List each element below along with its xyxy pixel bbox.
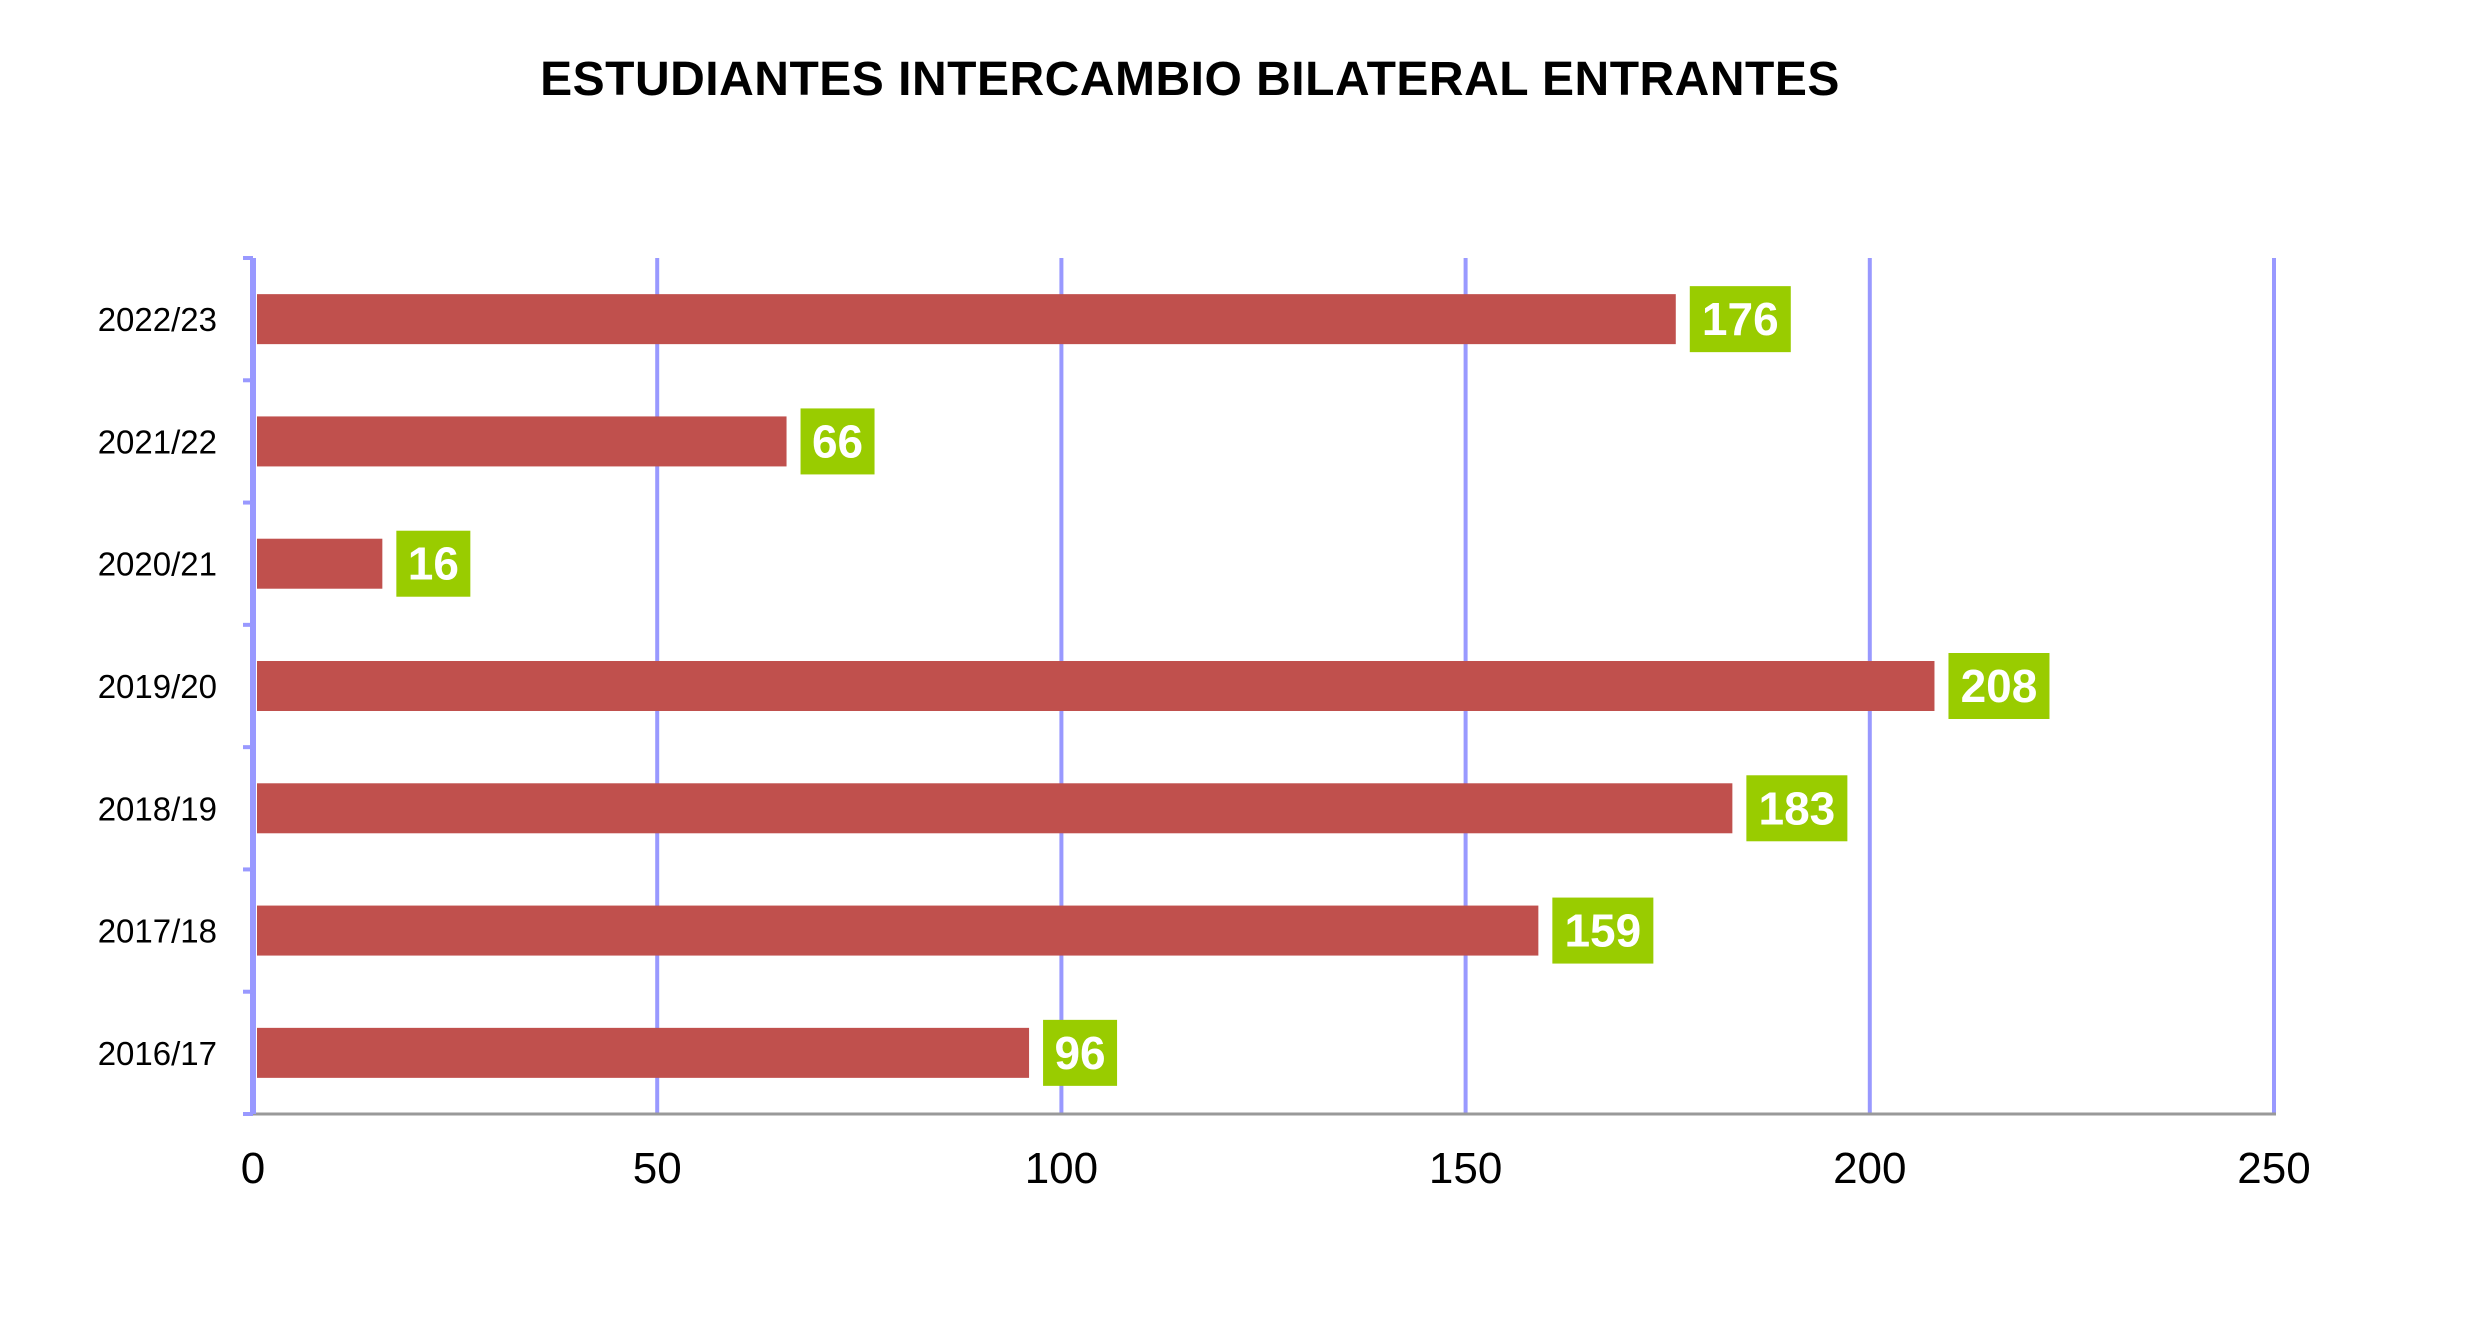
- x-axis-ticks: 0 50 100 150 200 250: [241, 1144, 2311, 1193]
- data-label: 159: [1564, 905, 1641, 957]
- category-label: 2017/18: [98, 913, 217, 950]
- bar: [257, 661, 1935, 711]
- data-label: 96: [1054, 1027, 1105, 1079]
- category-label: 2021/22: [98, 423, 217, 460]
- data-label: 66: [812, 415, 863, 467]
- bar: [257, 783, 1733, 834]
- data-label-box: [1552, 897, 1654, 964]
- category-label: 2019/20: [98, 668, 217, 705]
- x-tick-label: 200: [1833, 1144, 1906, 1193]
- bar: [257, 538, 383, 589]
- data-label-box: [1948, 653, 2050, 719]
- data-labels: 176 66 16 208 183 159 96: [396, 286, 2050, 1086]
- data-label: 176: [1702, 293, 1779, 345]
- category-labels: 2022/23 2021/22 2020/21 2019/20 2018/19 2017/…: [98, 301, 217, 1072]
- category-label: 2020/21: [98, 546, 217, 583]
- data-label: 183: [1758, 782, 1835, 834]
- category-label: 2016/17: [98, 1035, 217, 1072]
- data-label: 16: [408, 538, 459, 590]
- x-tick-label: 50: [633, 1144, 682, 1193]
- x-tick-label: 150: [1429, 1144, 1502, 1193]
- bar: [257, 905, 1539, 956]
- category-label: 2022/23: [98, 301, 217, 338]
- bar: [257, 416, 787, 467]
- data-label-box: [800, 408, 875, 475]
- bar: [257, 1027, 1030, 1078]
- bar: [257, 294, 1676, 345]
- data-label: 208: [1961, 660, 2038, 712]
- data-label-box: [1689, 286, 1791, 353]
- data-label-box: [396, 530, 471, 597]
- category-label: 2018/19: [98, 790, 217, 827]
- data-label-box: [1043, 1019, 1118, 1086]
- data-label-box: [1746, 775, 1848, 842]
- x-tick-label: 250: [2237, 1144, 2310, 1193]
- chart-title: ESTUDIANTES INTERCAMBIO BILATERAL ENTRAN…: [540, 53, 1840, 106]
- x-tick-label: 100: [1025, 1144, 1098, 1193]
- bars: [257, 294, 1935, 1078]
- axes: [243, 256, 2276, 1116]
- x-tick-label: 0: [241, 1144, 265, 1193]
